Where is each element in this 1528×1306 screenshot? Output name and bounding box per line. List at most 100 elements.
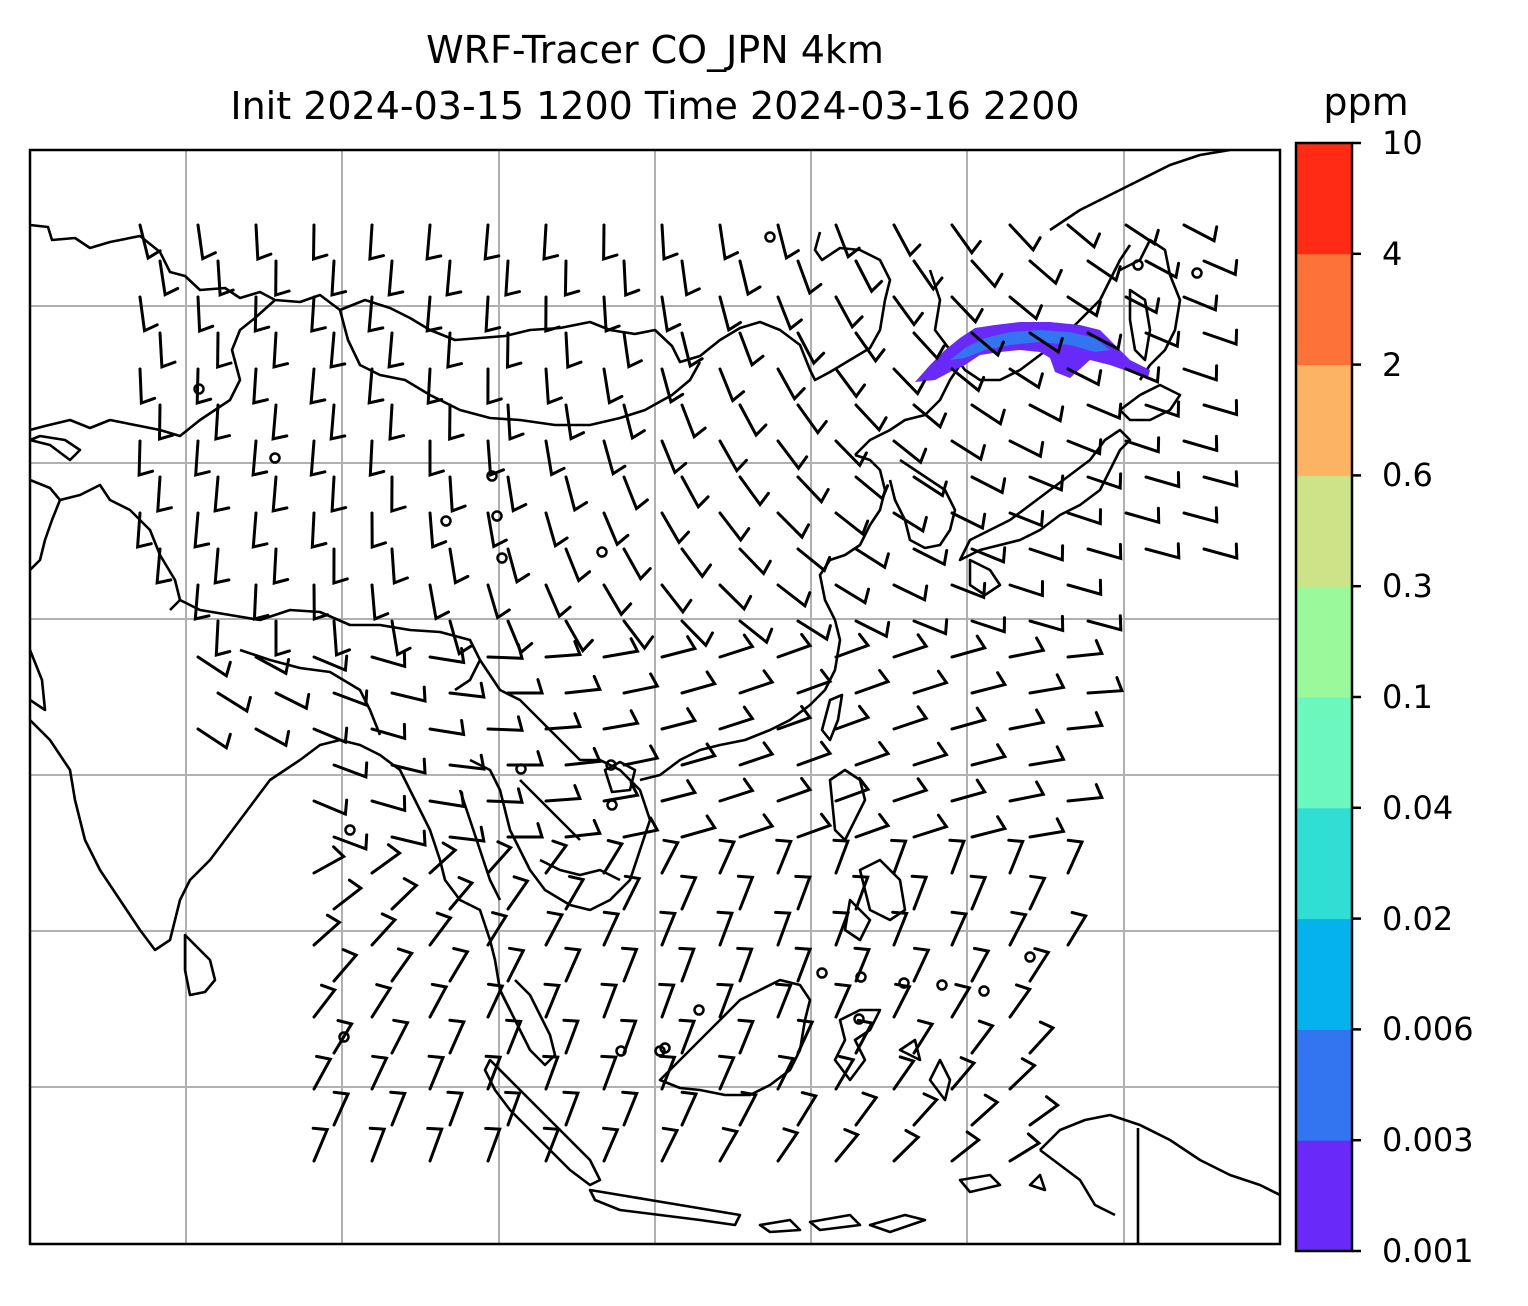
wind-barb: [600, 982, 619, 1019]
wind-barb: [1028, 403, 1065, 423]
coastline-caspian: [30, 434, 82, 462]
wind-barb: [158, 259, 180, 297]
wind-barb: [543, 982, 562, 1019]
wind-barb: [718, 1126, 740, 1163]
wind-barb: [486, 840, 514, 875]
wind-barbs: [135, 223, 1239, 1163]
wind-barb: [564, 674, 602, 695]
colorbar-bin: [1296, 475, 1352, 587]
wind-barb: [680, 547, 712, 579]
wind-barb: [852, 874, 870, 911]
border-himalaya: [179, 598, 482, 692]
wind-barb: [950, 983, 972, 1019]
wind-barb: [562, 1018, 580, 1055]
wind-barb: [194, 439, 211, 477]
wind-barb: [388, 403, 406, 441]
wind-barb: [1066, 911, 1089, 947]
map-title-line2: Init 2024-03-15 1200 Time 2024-03-16 220…: [230, 84, 1080, 128]
wind-barb: [680, 1090, 699, 1127]
coastline-korea: [888, 458, 957, 550]
colorbar-bin: [1296, 143, 1352, 255]
wind-barb: [564, 875, 586, 911]
wind-barb: [854, 547, 890, 570]
wind-barb: [564, 619, 594, 654]
wind-barb: [854, 812, 891, 839]
border-indochina-interior: [458, 779, 621, 901]
wind-barb: [213, 547, 231, 585]
wind-barb: [214, 403, 231, 441]
wind-barb: [193, 583, 211, 621]
wind-barb: [274, 619, 291, 658]
wind-barb: [660, 511, 690, 545]
wind-barb: [428, 791, 466, 809]
wind-barb: [312, 583, 330, 622]
wind-barb: [716, 910, 735, 947]
wind-barb: [796, 740, 833, 767]
wind-barb: [544, 712, 583, 731]
wind-barb: [368, 1126, 387, 1163]
wind-barb: [738, 403, 768, 438]
wind-barb: [776, 704, 813, 731]
calm-wind-marker: [344, 824, 356, 836]
wind-barb: [310, 511, 328, 549]
wind-barb: [1202, 470, 1239, 488]
border-china-korea: [854, 364, 962, 456]
wind-barb: [253, 295, 271, 334]
colorbar-tick-label: 0.003: [1382, 1121, 1474, 1160]
wind-barb: [796, 1018, 815, 1055]
wind-barb: [660, 707, 698, 731]
calm-wind-marker: [605, 759, 617, 771]
wind-barb: [506, 678, 545, 695]
wind-barb: [776, 1054, 796, 1091]
wind-barb: [622, 547, 652, 582]
wind-barb: [446, 331, 463, 369]
wind-barb: [1124, 223, 1160, 247]
wind-barb: [970, 743, 1008, 767]
calm-wind-marker: [764, 231, 776, 243]
wind-barb: [1086, 331, 1123, 352]
wind-barb: [564, 331, 583, 370]
wind-barb: [834, 223, 861, 260]
wind-barb: [370, 912, 398, 947]
wind-barb: [1182, 506, 1219, 524]
wind-barb: [1008, 780, 1046, 803]
wind-barb: [950, 706, 988, 731]
wind-barb: [602, 367, 624, 405]
wind-barb: [426, 367, 444, 405]
wind-barb: [737, 1018, 755, 1055]
wind-barb: [738, 547, 772, 577]
wind-barb: [890, 838, 908, 875]
map-gridlines: [30, 150, 1280, 1244]
wind-barb: [311, 1126, 330, 1163]
wind-barb: [370, 843, 403, 875]
wind-barb: [332, 948, 359, 983]
calm-wind-marker: [491, 510, 503, 522]
wind-barb: [138, 367, 157, 406]
wind-barb: [428, 841, 458, 875]
wind-barb: [1066, 711, 1104, 731]
wind-barb: [658, 1054, 677, 1091]
wind-barb: [370, 511, 387, 550]
wind-barb: [602, 781, 640, 803]
border-nepal: [239, 648, 382, 736]
wind-barb: [271, 475, 289, 513]
coastline-japan-kyushu: [968, 558, 1002, 597]
wind-barb: [776, 439, 809, 471]
calm-wind-marker: [338, 1031, 350, 1043]
wind-barb: [738, 741, 775, 767]
wind-barb: [544, 511, 569, 549]
wind-barb: [155, 547, 173, 585]
wind-barb: [428, 583, 450, 621]
wind-barb: [312, 913, 342, 947]
wind-barb: [912, 741, 949, 767]
wind-barb: [370, 583, 390, 622]
wind-barb: [834, 583, 870, 606]
wind-barb: [312, 1054, 333, 1091]
wind-barb: [389, 1090, 407, 1127]
wind-barb: [1008, 580, 1044, 598]
wind-barb: [892, 583, 929, 603]
wind-barb: [718, 511, 751, 543]
colorbar-tick-label: 2: [1382, 345, 1403, 384]
colorbar-bin: [1296, 364, 1352, 476]
wind-barb: [678, 946, 696, 983]
